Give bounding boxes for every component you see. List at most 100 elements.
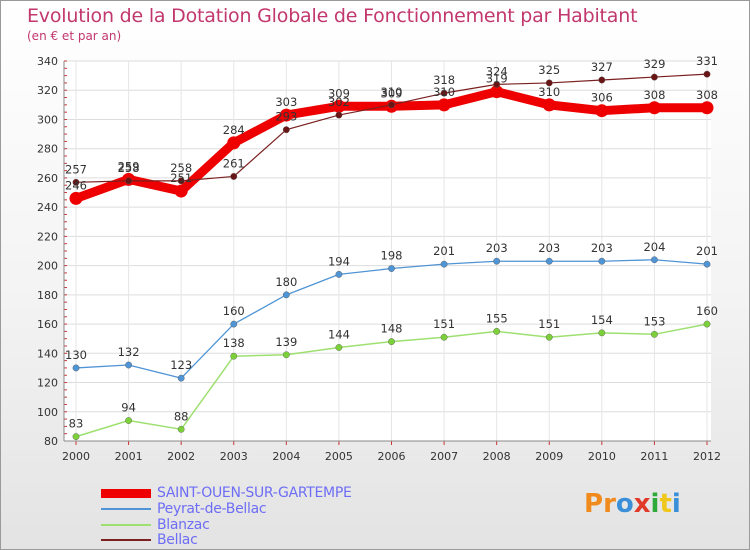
data-label: 160	[223, 304, 245, 318]
x-tick-label: 2003	[220, 450, 248, 463]
data-point	[72, 364, 80, 372]
data-point	[703, 70, 711, 78]
data-point	[440, 89, 448, 97]
data-point	[703, 320, 711, 328]
data-label: 201	[696, 244, 718, 258]
data-label: 160	[696, 304, 718, 318]
data-point	[545, 333, 553, 341]
legend-swatch	[101, 508, 151, 510]
data-point	[598, 76, 606, 84]
data-label: 310	[433, 85, 455, 99]
data-point	[230, 352, 238, 360]
data-label: 324	[486, 64, 508, 78]
data-point	[440, 260, 448, 268]
data-point	[125, 361, 132, 369]
y-tick-label: 260	[37, 172, 58, 185]
data-point	[174, 184, 188, 198]
x-tick-label: 2006	[378, 450, 406, 463]
y-tick-label: 140	[37, 347, 58, 360]
data-label: 203	[591, 241, 613, 255]
y-tick-label: 100	[37, 406, 58, 419]
data-point	[72, 433, 80, 441]
data-label: 153	[643, 314, 665, 328]
y-tick-label: 220	[37, 230, 58, 243]
chart-title: Evolution de la Dotation Globale de Fonc…	[27, 5, 638, 27]
x-tick-label: 2010	[588, 450, 616, 463]
data-label: 261	[223, 156, 245, 170]
data-point	[490, 85, 504, 99]
data-label: 144	[328, 327, 350, 341]
x-tick-label: 2001	[115, 450, 143, 463]
legend-swatch	[101, 524, 151, 526]
y-tick-label: 180	[37, 289, 58, 302]
data-point	[651, 73, 658, 81]
data-point	[230, 173, 238, 180]
data-label: 327	[591, 60, 613, 74]
data-point	[437, 98, 451, 112]
data-point	[703, 260, 711, 268]
data-label: 257	[65, 162, 87, 176]
legend-item-peyrat-de-bellac: Peyrat-de-Bellac	[101, 501, 267, 517]
data-point	[282, 126, 290, 134]
data-label: 151	[433, 317, 455, 331]
data-label: 309	[328, 86, 350, 100]
logo-letter: t	[659, 489, 672, 519]
data-label: 325	[538, 63, 560, 77]
data-label: 180	[275, 275, 297, 289]
logo-letter: o	[615, 489, 634, 519]
data-label: 331	[696, 54, 718, 68]
y-tick-label: 300	[37, 113, 58, 126]
data-point	[388, 338, 395, 346]
data-label: 130	[65, 348, 87, 362]
data-point	[651, 330, 658, 338]
data-label: 319	[486, 72, 508, 86]
legend-swatch	[101, 488, 151, 498]
data-point	[335, 111, 343, 119]
y-tick-label: 280	[37, 143, 58, 156]
data-label: 293	[275, 110, 297, 124]
data-point	[332, 99, 346, 113]
data-label: 306	[591, 91, 613, 105]
x-tick-label: 2005	[325, 450, 353, 463]
data-label: 284	[223, 123, 245, 137]
data-label: 203	[486, 241, 508, 255]
data-label: 329	[643, 57, 665, 71]
data-point	[177, 374, 185, 382]
logo-letter: x	[633, 489, 651, 519]
legend-label: Blanzac	[157, 517, 210, 533]
logo-letter: P	[584, 489, 604, 519]
data-point	[227, 136, 241, 150]
data-label: 148	[381, 322, 403, 336]
data-label: 151	[538, 317, 560, 331]
logo-letter: r	[603, 489, 616, 519]
legend-item-bellac: Bellac	[101, 532, 198, 548]
data-point	[125, 177, 132, 185]
legend-label: Peyrat-de-Bellac	[157, 501, 267, 517]
data-label: 303	[275, 95, 297, 109]
chart-subtitle: (en € et par an)	[27, 29, 122, 43]
x-tick-label: 2000	[62, 450, 90, 463]
data-point	[335, 344, 343, 351]
data-point	[177, 425, 185, 433]
data-label: 308	[643, 88, 665, 102]
logo-letter: i	[650, 489, 660, 519]
data-label: 258	[170, 161, 192, 175]
data-point	[335, 270, 343, 278]
data-label: 302	[328, 95, 350, 109]
data-point	[69, 191, 83, 205]
y-tick-label: 80	[44, 435, 58, 448]
data-point	[72, 178, 80, 186]
data-point	[230, 320, 238, 328]
data-label: 138	[223, 336, 245, 350]
data-label: 246	[65, 178, 87, 192]
data-point	[651, 256, 658, 264]
data-label: 310	[381, 85, 403, 99]
logo-letter: i	[671, 489, 681, 519]
y-tick-label: 120	[37, 377, 58, 390]
data-label: 154	[591, 313, 613, 327]
data-point	[279, 108, 293, 122]
data-label: 259	[118, 159, 140, 173]
data-label: 201	[433, 244, 455, 258]
data-label: 308	[696, 88, 718, 102]
data-label: 123	[170, 358, 192, 372]
